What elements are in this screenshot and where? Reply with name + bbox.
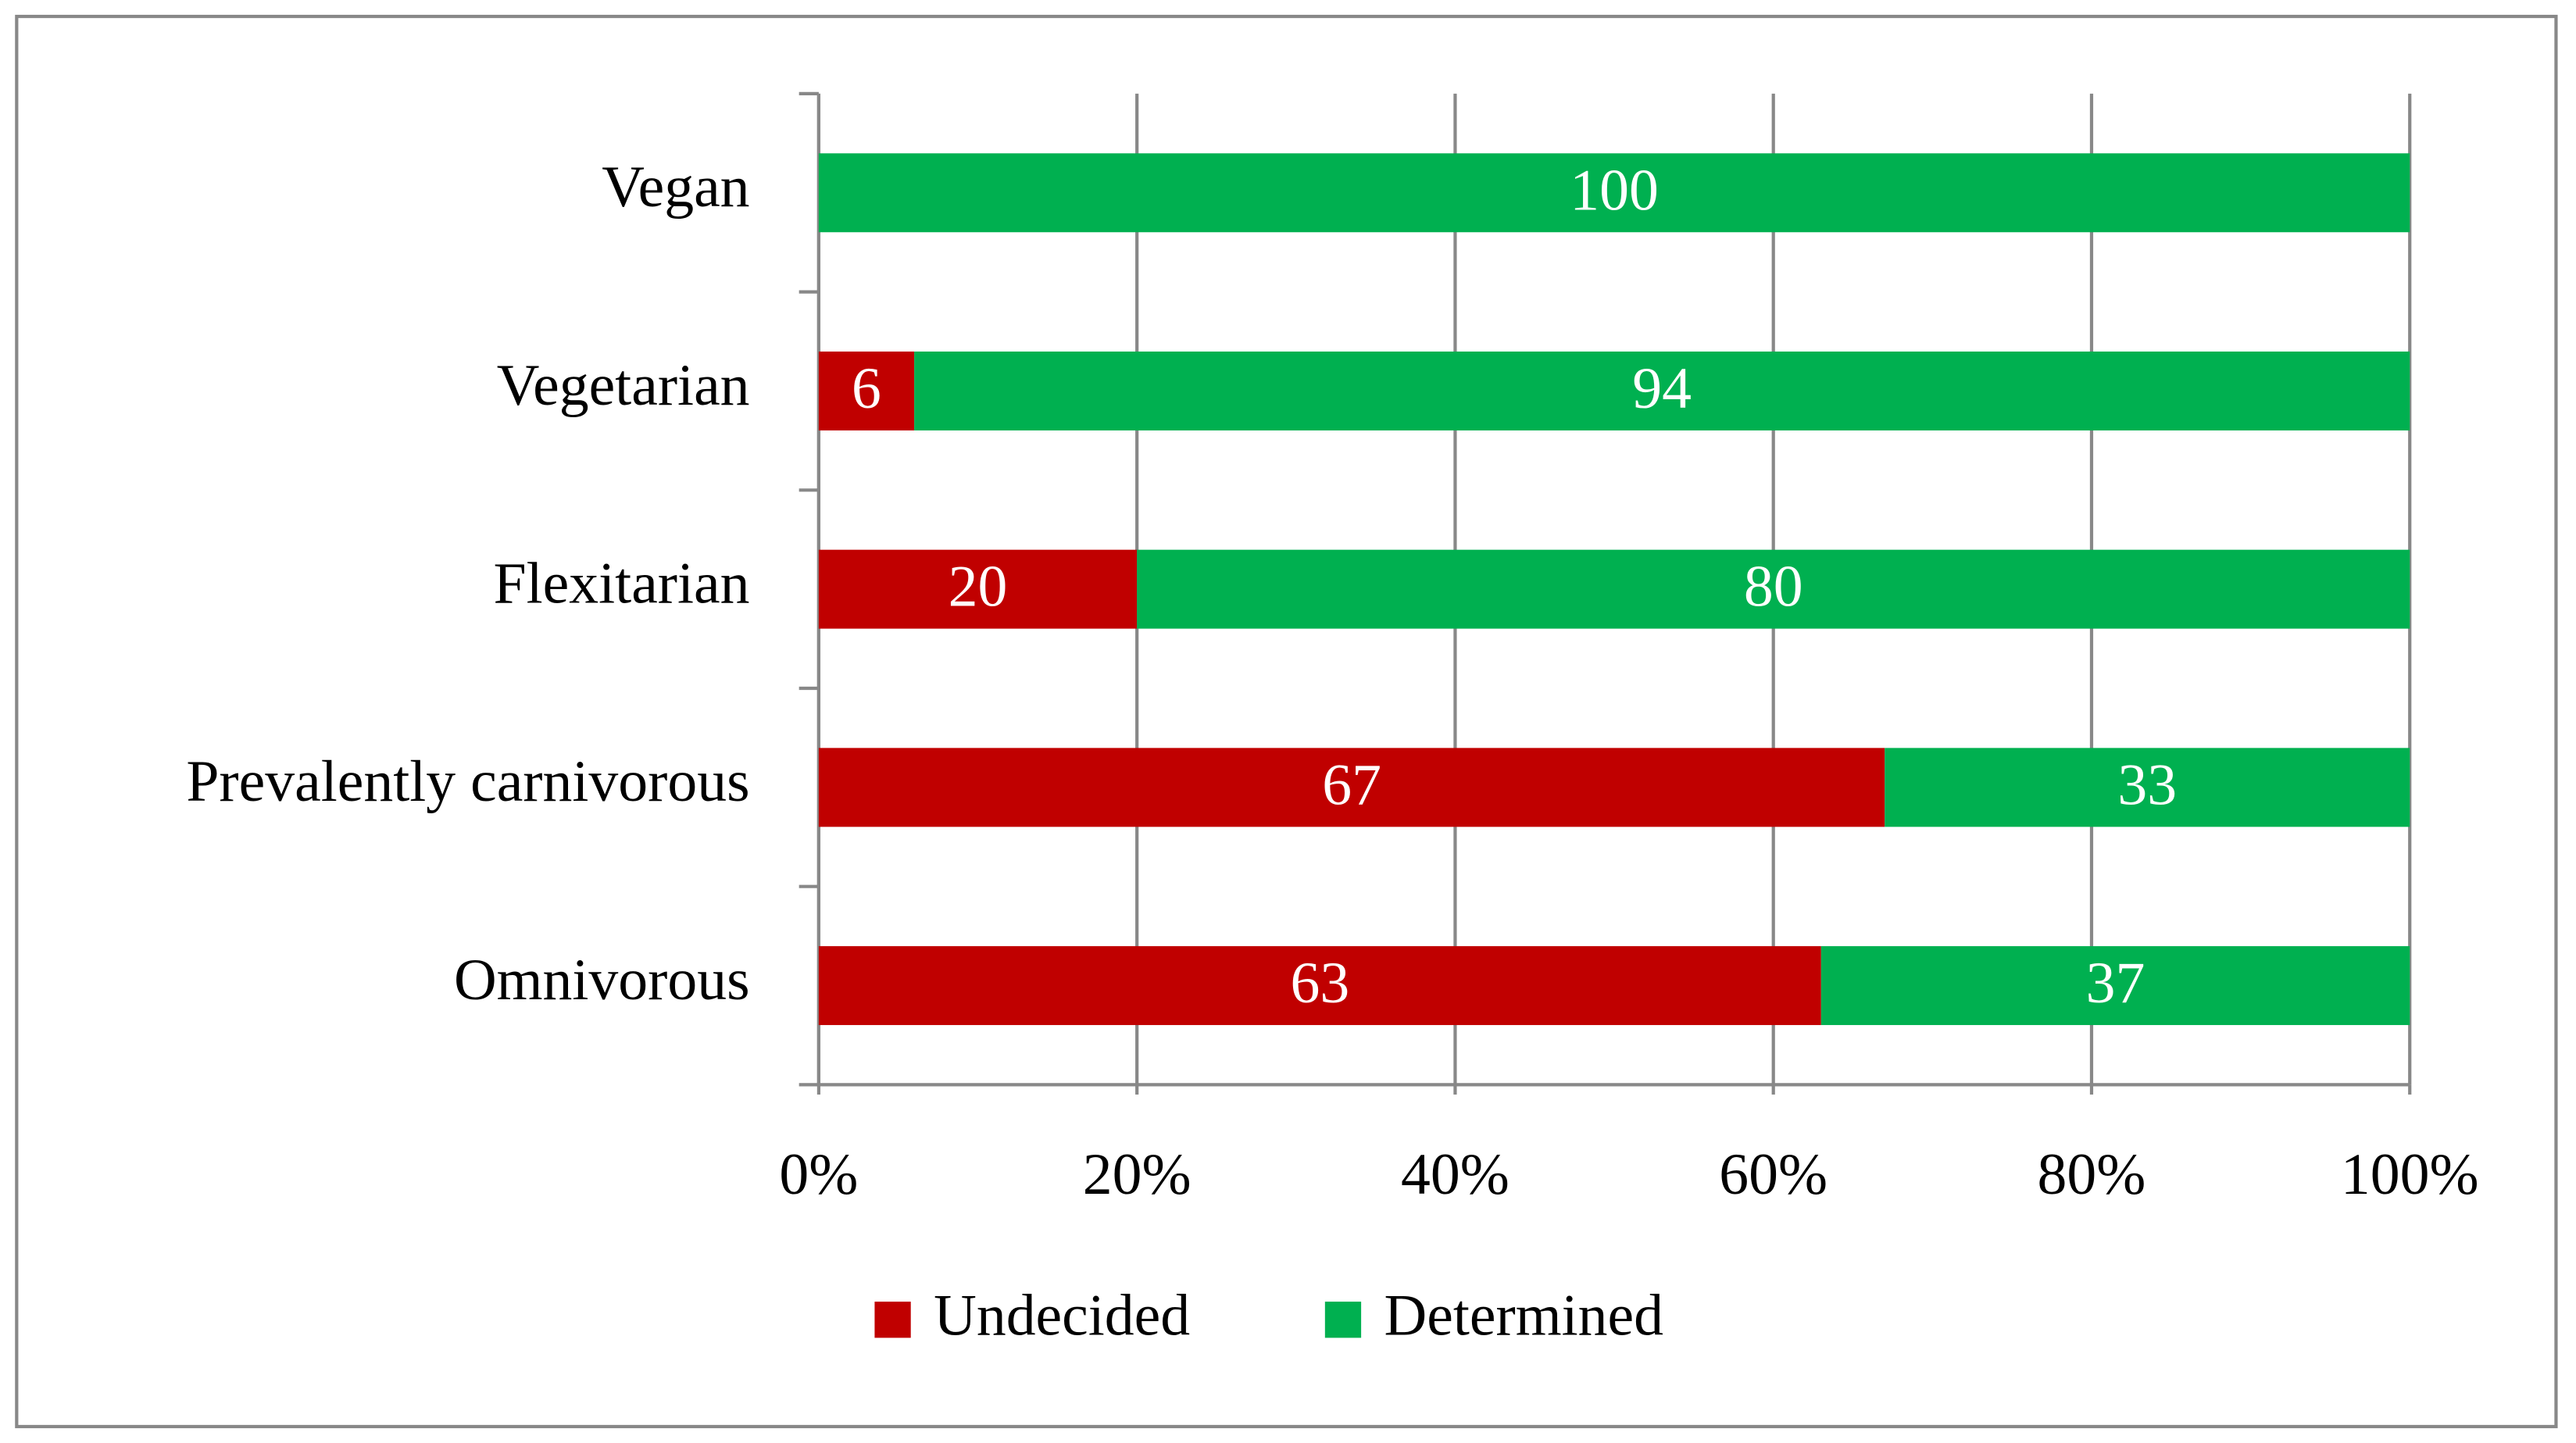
bar-segment xyxy=(1885,748,2410,827)
x-tick-label: 60% xyxy=(1719,1142,1827,1207)
y-tick-label: Vegetarian xyxy=(497,353,750,418)
y-tick-label: Omnivorous xyxy=(454,948,750,1013)
legend-swatch xyxy=(1324,1302,1362,1338)
x-tick-label: 80% xyxy=(2038,1142,2146,1207)
data-label: 63 xyxy=(1290,951,1349,1016)
chart-border xyxy=(15,14,2558,1429)
bar-segment xyxy=(1820,946,2410,1026)
bar-segment xyxy=(818,549,1138,629)
y-tick-label: Prevalently carnivorous xyxy=(186,749,749,814)
bar-segment xyxy=(818,946,1821,1026)
bar-segment xyxy=(818,351,915,430)
y-tick-label: Flexitarian xyxy=(494,552,750,616)
data-label: 100 xyxy=(1570,158,1659,223)
data-label: 20 xyxy=(949,555,1008,620)
legend-label: Determined xyxy=(1384,1284,1663,1348)
x-tick-label: 100% xyxy=(2341,1142,2479,1207)
y-tick-label: Vegan xyxy=(602,155,749,220)
legend-swatch xyxy=(874,1302,911,1338)
bar-segment xyxy=(818,748,1885,827)
x-tick-label: 0% xyxy=(779,1142,858,1207)
data-label: 37 xyxy=(2086,951,2145,1016)
data-label: 6 xyxy=(852,356,881,421)
data-label: 67 xyxy=(1322,752,1381,817)
legend-label: Undecided xyxy=(934,1284,1190,1348)
bar-segment xyxy=(914,351,2410,430)
x-tick-label: 40% xyxy=(1401,1142,1510,1207)
data-label: 94 xyxy=(1632,356,1692,421)
data-label: 33 xyxy=(2117,752,2177,817)
bar-segment xyxy=(1137,549,2410,629)
data-label: 80 xyxy=(1744,555,1803,620)
x-tick-label: 20% xyxy=(1083,1142,1192,1207)
bar-segment xyxy=(818,153,2410,233)
